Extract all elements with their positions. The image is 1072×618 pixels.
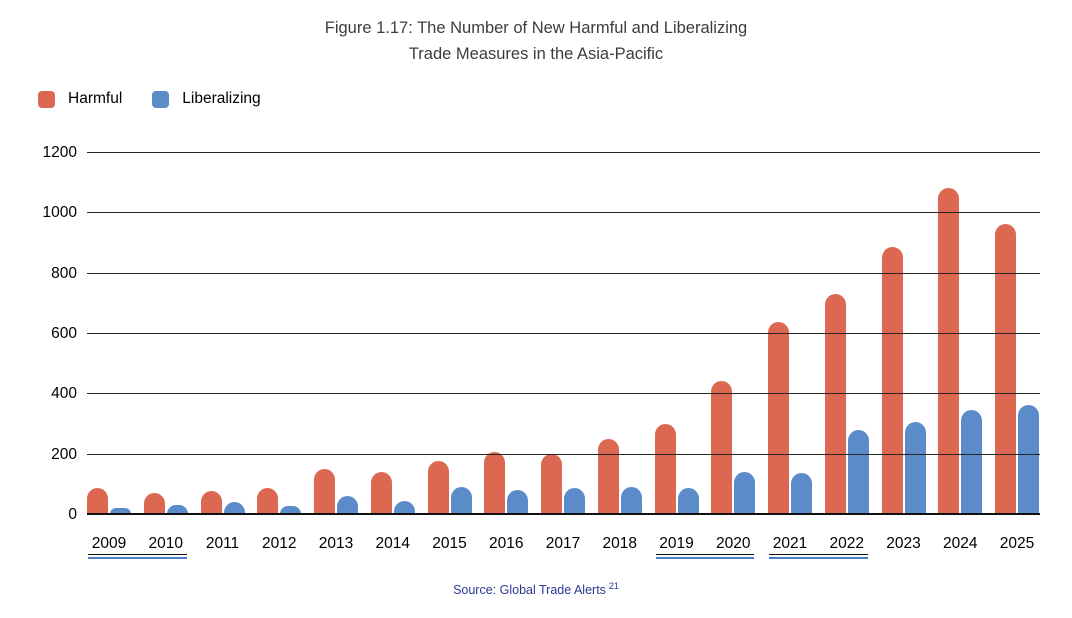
gridline-600: [87, 333, 1040, 334]
gridline-1000: [87, 212, 1040, 214]
x-label-2015: 2015: [432, 535, 467, 552]
bar-harmful-2020: [711, 381, 733, 514]
bar-harmful-2009: [87, 488, 108, 514]
y-tick-1000: 1000: [42, 204, 77, 222]
bar-liberalizing-2009: [110, 507, 131, 514]
x-label-2012: 2012: [262, 535, 297, 552]
x-label-2010[interactable]: 2010: [148, 535, 183, 552]
x-label-2013: 2013: [318, 535, 354, 552]
bar-harmful-2024: [938, 188, 960, 514]
bar-liberalizing-2010: [166, 504, 188, 514]
chart-title: Figure 1.17: The Number of New Harmful a…: [0, 15, 1072, 67]
bar-harmful-2017: [541, 453, 562, 514]
bar-liberalizing-2021: [791, 473, 812, 514]
bar-harmful-2021: [768, 322, 789, 514]
year-link-underline-2019-2020[interactable]: [655, 554, 755, 559]
footnote-ref[interactable]: 21: [608, 581, 619, 591]
bar-liberalizing-2017: [564, 488, 585, 514]
gridline-0: [87, 513, 1040, 515]
x-label-2020[interactable]: 2020: [716, 535, 751, 552]
bar-liberalizing-2013: [337, 495, 358, 514]
harmful-swatch-icon: [38, 90, 55, 108]
x-label-2021[interactable]: 2021: [772, 535, 808, 552]
bar-harmful-2015: [427, 460, 449, 514]
bar-harmful-2018: [597, 438, 619, 514]
bar-liberalizing-2018: [620, 486, 642, 514]
year-link-underline-2021-2022[interactable]: [769, 554, 868, 559]
y-tick-600: 600: [51, 325, 77, 342]
gridline-200: [87, 453, 1040, 455]
x-label-2016: 2016: [489, 535, 524, 552]
chart-title-line2: Trade Measures in the Asia-Pacific: [408, 45, 664, 63]
y-tick-0: 0: [68, 506, 77, 523]
legend-label-harmful: Harmful: [68, 90, 123, 107]
bar-harmful-2011: [200, 491, 222, 514]
bar-harmful-2010: [143, 492, 165, 514]
gridline-400: [87, 393, 1040, 395]
legend-item-harmful: Harmful: [38, 90, 122, 108]
bar-liberalizing-2020: [734, 471, 756, 514]
x-label-2025: 2025: [999, 535, 1035, 552]
y-axis-labels: 0 200 400 600 800 1000 1200: [0, 144, 77, 523]
bar-liberalizing-2012: [280, 505, 302, 514]
x-label-2009[interactable]: 2009: [91, 535, 127, 552]
x-label-2014: 2014: [375, 535, 410, 552]
y-tick-200: 200: [51, 445, 77, 463]
x-axis-labels: 2009 2010 2011 2012 2013 2014 2015 2016 2017 2018…: [87, 535, 1040, 565]
bar-liberalizing-2014: [393, 501, 415, 514]
bar-liberalizing-2022: [847, 429, 869, 514]
bar-harmful-2016: [484, 452, 506, 514]
y-tick-1200: 1200: [42, 144, 77, 161]
bar-liberalizing-2025: [1018, 405, 1039, 514]
bar-harmful-2023: [881, 247, 903, 514]
source-note: Source: Global Trade Alerts 21: [0, 581, 1072, 597]
bar-harmful-2019: [654, 423, 676, 514]
chart-legend: Harmful Liberalizing: [38, 90, 261, 108]
year-link-underline-2009-2010[interactable]: [88, 554, 187, 559]
bar-liberalizing-2016: [507, 489, 529, 514]
chart-title-line1: Figure 1.17: The Number of New Harmful a…: [324, 19, 748, 37]
bar-liberalizing-2015: [450, 486, 472, 514]
legend-label-liberalizing: Liberalizing: [182, 90, 261, 107]
x-label-2011: 2011: [205, 535, 240, 552]
x-label-2019[interactable]: 2019: [659, 535, 694, 552]
bar-liberalizing-2019: [677, 488, 699, 514]
x-label-2018: 2018: [602, 535, 637, 552]
plot-area: [87, 152, 1040, 515]
legend-item-liberalizing: Liberalizing: [152, 90, 261, 108]
gridline-800: [87, 272, 1040, 274]
bar-harmful-2012: [257, 487, 279, 514]
bar-harmful-2025: [995, 224, 1016, 514]
x-label-2022[interactable]: 2022: [829, 535, 864, 552]
bar-liberalizing-2024: [961, 409, 983, 514]
bar-liberalizing-2023: [904, 422, 926, 514]
bar-harmful-2013: [314, 468, 335, 514]
y-tick-800: 800: [51, 264, 77, 282]
x-label-2023: 2023: [886, 535, 921, 552]
source-text: Source: Global Trade Alerts: [453, 583, 606, 598]
x-label-2024: 2024: [943, 535, 978, 552]
bar-liberalizing-2011: [223, 501, 245, 514]
bar-harmful-2022: [824, 293, 846, 514]
x-label-2017: 2017: [545, 535, 581, 552]
liberalizing-swatch-icon: [152, 90, 170, 108]
gridline-1200: [87, 152, 1040, 153]
y-tick-400: 400: [51, 385, 77, 403]
bar-harmful-2014: [370, 472, 392, 514]
